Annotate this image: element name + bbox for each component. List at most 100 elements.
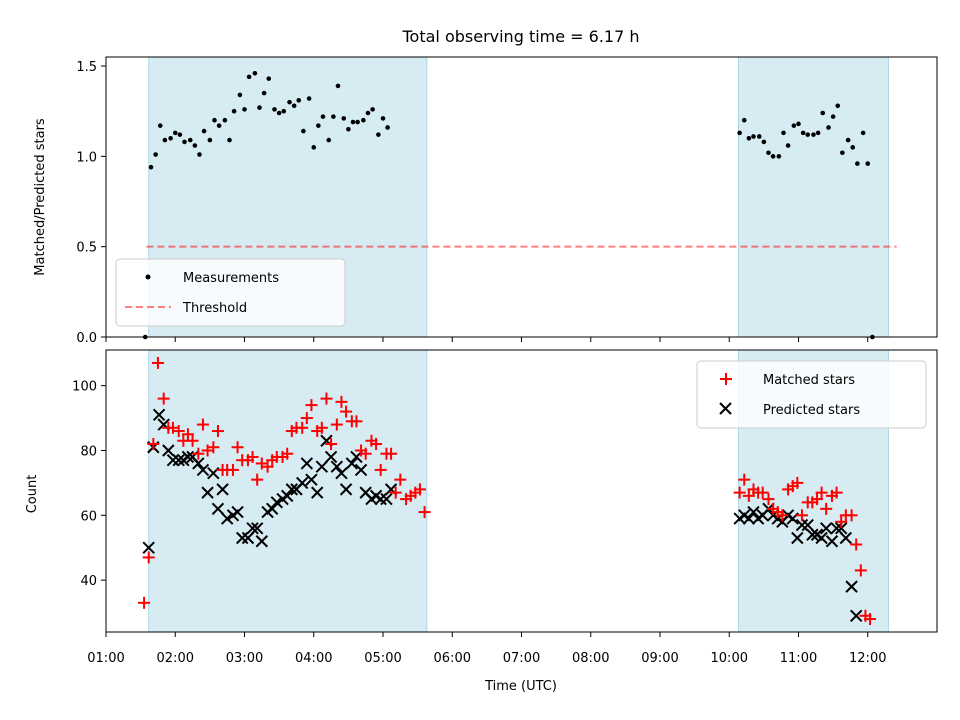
measurement-point [306,96,312,101]
measurement-point [162,137,168,143]
bottom-y-axis-label: Count [25,475,40,514]
measurement-point [376,132,381,137]
predicted-star-point [380,492,393,506]
matched-star-point [370,438,383,450]
legend-label-measurements: Measurements [183,271,279,286]
measurement-point [850,145,856,150]
measurement-point [770,154,776,159]
matched-star-point [413,483,426,496]
matched-star-point [738,473,751,486]
measurement-point [182,139,187,145]
predicted-star-point [181,450,195,464]
top-y-axis-label: Matched/Predicted stars [33,118,48,276]
top-legend: Measurements Threshold [115,258,346,327]
measurement-point [177,132,183,137]
measurement-point [365,110,371,116]
bottom-observing-windows [148,349,890,633]
bottom-axis-ticks: 40 60 80 100 01:00 02:00 03:00 04:00 05:00 06:00 0… [72,380,886,666]
predicted-star-point [330,460,344,473]
measurement-point [761,139,767,145]
matched-star-point [350,415,363,428]
matched-star-point [320,392,333,405]
predicted-star-point [201,486,214,499]
predicted-star-point [192,457,205,470]
measurement-point [766,150,771,156]
matched-star-point [335,395,348,408]
x-tick-label: 06:00 [434,651,471,666]
predicted-star-point [270,496,284,509]
measurement-point [370,107,375,112]
predicted-star-point [335,466,348,480]
matched-star-point [359,447,372,460]
matched-star-point [157,392,170,405]
matched-star-point [251,473,264,486]
predicted-star-point [801,518,814,532]
measurement-point [301,128,306,134]
matched-star-point [340,405,353,418]
measurement-point [791,123,797,128]
predicted-star-point [250,522,264,535]
predicted-star-point [305,473,318,486]
bottom-observing-window-0 [148,349,428,633]
measurement-point [287,99,292,105]
measurement-point [197,152,202,157]
matched-star-point [207,441,220,454]
predicted-star-point [296,476,309,490]
top-y-tick-label: 0.0 [76,331,97,346]
measurement-point [756,134,762,139]
measurement-point [835,103,841,109]
matched-star-point [172,425,185,438]
legend-label-predicted: Predicted stars [763,403,860,418]
matched-star-point [791,476,804,489]
measurement-point [380,116,386,121]
x-tick-label: 10:00 [711,651,748,666]
predicted-star-point [747,505,760,519]
predicted-star-point [845,580,858,593]
predicted-star-point [315,460,329,473]
x-tick-label: 05:00 [364,651,401,666]
matched-star-point [374,463,387,476]
predicted-star-point [152,408,166,422]
measurement-point [153,152,158,157]
predicted-star-point [374,492,387,506]
measurement-point [865,161,871,166]
measurement-point [815,130,821,136]
legend-marker-predicted [719,402,732,415]
matched-star-point [186,434,199,447]
matched-star-point [305,399,318,412]
measurement-point [227,137,232,143]
bottom-y-tick-label: 100 [72,380,97,395]
predicted-star-point [241,531,255,545]
x-tick-label: 11:00 [780,651,817,666]
top-y-tick-label: 0.5 [76,241,97,256]
measurement-point [751,134,756,139]
matched-star-point [192,447,205,460]
matched-star-point [389,486,402,499]
top-observing-window-1 [737,56,890,338]
legend-marker-matched [720,373,732,385]
measurement-point [168,135,173,141]
matched-star-point [864,613,877,626]
measurement-point [331,114,336,119]
measurement-point [266,76,272,81]
measurement-point [291,103,297,109]
measurement-point [320,114,326,119]
measurement-point [172,130,178,136]
predicted-star-point [311,486,324,499]
predicted-star-point [791,531,804,545]
top-y-tick-label: 1.5 [76,60,97,75]
measurement-point [257,105,262,110]
matched-star-point [281,447,294,460]
predicted-star-point [850,609,863,623]
predicted-star-point [216,483,229,496]
matched-star-point [296,421,309,434]
matched-star-point [315,421,328,434]
matched-star-point [147,438,160,450]
measurement-point [785,143,791,148]
x-tick-label: 12:00 [849,651,886,666]
measurement-point [212,117,217,123]
x-tick-label: 07:00 [503,651,540,666]
measurement-point [231,108,237,114]
measurement-point [840,150,845,156]
top-y-tick-label: 1.0 [76,150,97,165]
